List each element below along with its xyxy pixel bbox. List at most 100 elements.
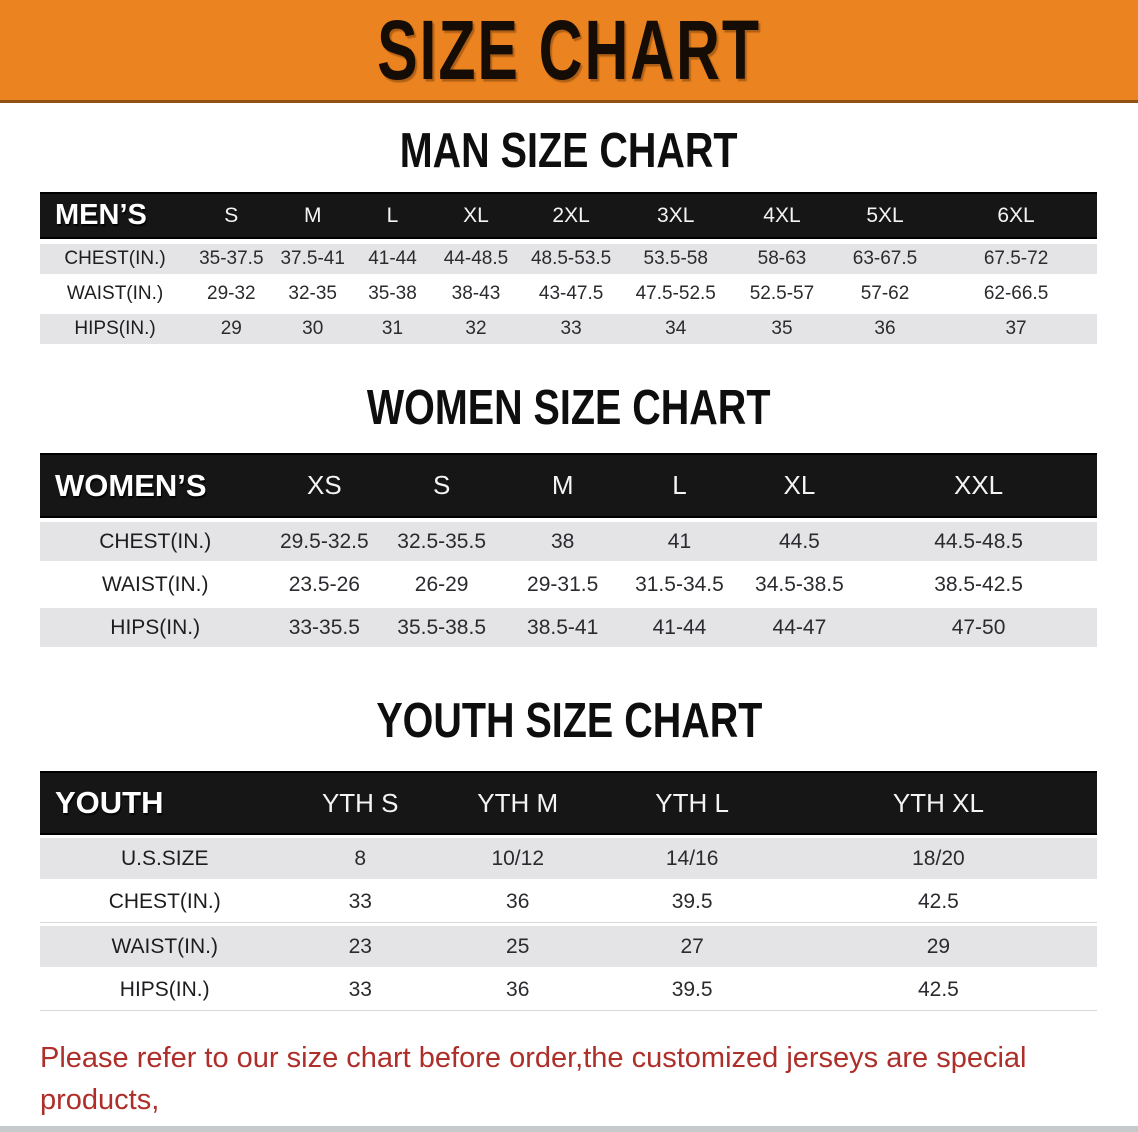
table-cell: 23 <box>348 934 372 958</box>
table-cell: 41-44 <box>652 615 707 639</box>
table-cell: 44.5 <box>778 529 820 553</box>
women-section-heading-text: WOMEN SIZE CHART <box>367 380 771 435</box>
table-cell: 33 <box>560 318 582 339</box>
table-cell: 29 <box>926 934 951 958</box>
table-cell: 39.5 <box>671 890 713 913</box>
row-label: U.S.SIZE <box>120 846 209 870</box>
table-cell: 29-32 <box>207 283 256 304</box>
table-cell: 43-47.5 <box>538 283 604 304</box>
table-cell: 36 <box>506 978 530 1001</box>
table-cell: 33-35.5 <box>288 615 360 639</box>
row-label: CHEST(IN.) <box>64 248 166 269</box>
row-label: CHEST(IN.) <box>108 890 221 913</box>
men-chest-row: CHEST(IN.) 35-37.5 37.5-41 41-44 44-48.5… <box>40 244 1097 274</box>
men-hips-row: HIPS(IN.) 29 30 31 32 33 34 35 36 37 <box>40 314 1097 344</box>
table-cell: 29 <box>220 318 242 339</box>
column-header: M <box>303 203 322 227</box>
youth-hips-row: HIPS(IN.) 33 36 39.5 42.5 <box>40 970 1097 1011</box>
order-notice: Please refer to our size chart before or… <box>40 1037 1108 1132</box>
row-label: HIPS(IN.) <box>110 615 201 639</box>
table-cell: 35 <box>771 318 793 339</box>
column-header: YTH L <box>655 787 729 818</box>
women-chest-row: CHEST(IN.) 29.5-32.5 32.5-35.5 38 41 44.… <box>40 522 1097 561</box>
column-header: 6XL <box>997 203 1035 227</box>
row-label: WAIST(IN.) <box>111 934 218 958</box>
table-cell: 44.5-48.5 <box>934 529 1023 553</box>
column-header: XXL <box>953 470 1004 500</box>
table-cell: 58-63 <box>757 248 807 269</box>
table-cell: 62-66.5 <box>983 283 1049 304</box>
column-header: S <box>224 203 239 227</box>
table-cell: 38 <box>550 529 575 553</box>
table-cell: 10/12 <box>491 846 545 870</box>
table-cell: 42.5 <box>917 978 959 1001</box>
column-header: XL <box>463 203 489 227</box>
women-header-row: WOMEN’S XS S M L XL XXL <box>40 453 1097 518</box>
men-brand-cell: MEN’S <box>55 199 147 231</box>
youth-size-table: YOUTH YTH S YTH M YTH L YTH XL U.S.SIZE … <box>40 771 1097 1011</box>
youth-chest-row: CHEST(IN.) 33 36 39.5 42.5 <box>40 882 1097 923</box>
column-header: XS <box>306 470 342 500</box>
women-hips-row: HIPS(IN.) 33-35.5 35.5-38.5 38.5-41 41-4… <box>40 608 1097 647</box>
table-cell: 38.5-41 <box>527 615 599 639</box>
table-cell: 14/16 <box>665 846 719 870</box>
table-cell: 47-50 <box>951 615 1006 639</box>
men-size-table: MEN’S S M L XL 2XL 3XL 4XL 5XL 6XL CHEST… <box>40 192 1097 344</box>
table-cell: 38.5-42.5 <box>934 572 1023 596</box>
column-header: L <box>386 203 399 227</box>
row-label: CHEST(IN.) <box>99 529 212 553</box>
table-cell: 30 <box>302 318 324 339</box>
table-cell: 25 <box>506 934 530 958</box>
table-cell: 53.5-58 <box>643 248 708 269</box>
men-waist-row: WAIST(IN.) 29-32 32-35 35-38 38-43 43-47… <box>40 279 1097 309</box>
row-label: HIPS(IN.) <box>119 978 210 1001</box>
table-cell: 31 <box>381 318 404 339</box>
table-cell: 29.5-32.5 <box>279 529 369 553</box>
table-cell: 52.5-57 <box>749 283 815 304</box>
youth-header-row: YOUTH YTH S YTH M YTH L YTH XL <box>40 771 1097 835</box>
man-section-heading-text: MAN SIZE CHART <box>400 123 738 178</box>
youth-waist-row: WAIST(IN.) 23 25 27 29 <box>40 926 1097 967</box>
column-header: L <box>672 470 687 500</box>
table-cell: 35-37.5 <box>199 248 264 269</box>
youth-section-heading-text: YOUTH SIZE CHART <box>375 693 763 748</box>
youth-section-heading: YOUTH SIZE CHART <box>0 693 1138 748</box>
table-cell: 37 <box>1005 318 1027 339</box>
row-label: WAIST(IN.) <box>66 283 164 304</box>
women-brand-cell: WOMEN’S <box>55 467 207 503</box>
table-cell: 32 <box>465 318 487 339</box>
table-cell: 48.5-53.5 <box>530 248 612 269</box>
table-cell: 42.5 <box>917 890 959 913</box>
banner: SIZE CHART <box>0 0 1138 103</box>
table-cell: 57-62 <box>860 283 910 304</box>
table-cell: 26-29 <box>414 572 469 596</box>
table-cell: 44-47 <box>772 615 827 639</box>
table-cell: 23.5-26 <box>288 572 360 596</box>
table-cell: 41 <box>667 529 692 553</box>
banner-title: SIZE CHART <box>377 2 761 98</box>
column-header: YTH XL <box>892 787 984 818</box>
table-cell: 34.5-38.5 <box>755 572 844 596</box>
table-cell: 36 <box>506 890 530 913</box>
table-cell: 44-48.5 <box>443 248 509 269</box>
order-notice-line1: Please refer to our size chart before or… <box>40 1042 1027 1116</box>
column-header: XL <box>783 470 816 500</box>
table-cell: 67.5-72 <box>983 248 1049 269</box>
women-size-table: WOMEN’S XS S M L XL XXL CHEST(IN.) 29.5-… <box>40 453 1097 647</box>
table-cell: 35.5-38.5 <box>397 615 487 639</box>
men-header-row: MEN’S S M L XL 2XL 3XL 4XL 5XL 6XL <box>40 192 1097 239</box>
table-cell: 47.5-52.5 <box>635 283 716 304</box>
women-section-heading: WOMEN SIZE CHART <box>0 380 1138 435</box>
table-cell: 38-43 <box>451 283 501 304</box>
column-header: 4XL <box>763 203 801 227</box>
table-cell: 33 <box>348 978 372 1001</box>
column-header: S <box>432 470 451 500</box>
table-cell: 29-31.5 <box>527 572 599 596</box>
man-section-heading: MAN SIZE CHART <box>0 123 1138 178</box>
table-cell: 34 <box>665 318 687 339</box>
table-cell: 63-67.5 <box>852 248 918 269</box>
table-cell: 35-38 <box>368 283 417 304</box>
table-cell: 41-44 <box>368 248 417 269</box>
table-cell: 32.5-35.5 <box>397 529 487 553</box>
